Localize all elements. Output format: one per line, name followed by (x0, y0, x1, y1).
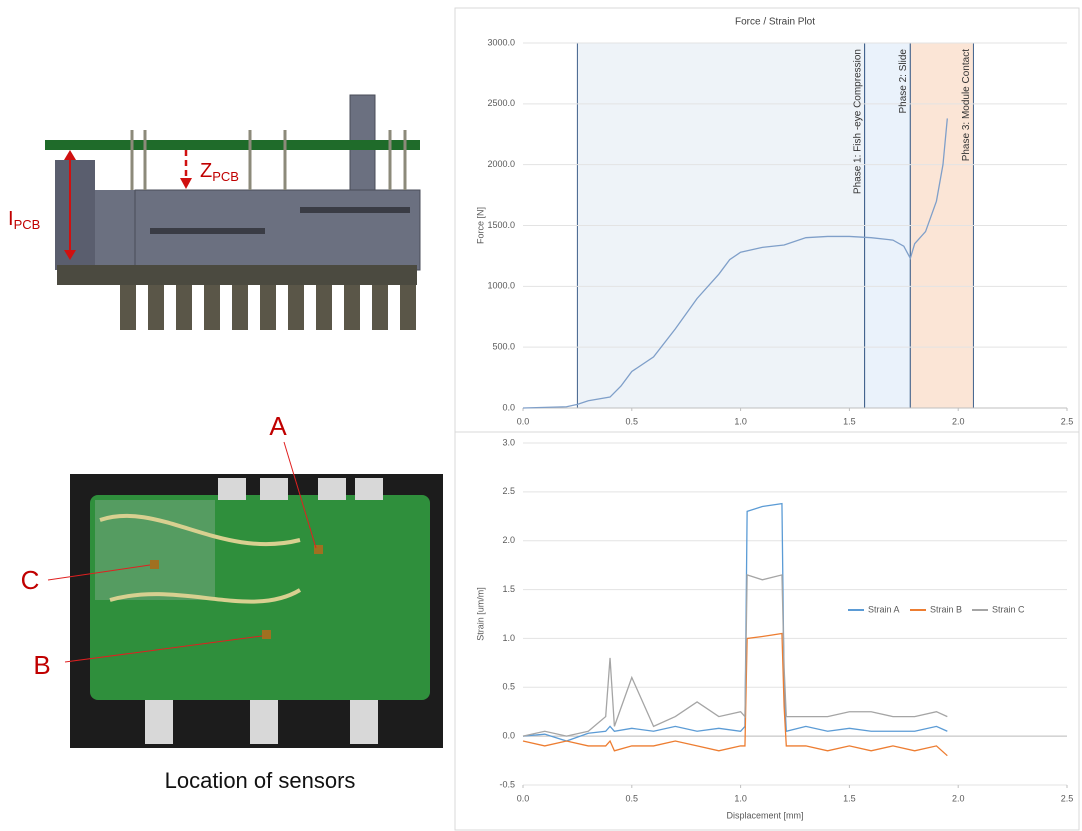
press-pins (130, 130, 407, 190)
housing (95, 190, 135, 270)
chart-frame (454, 431, 1080, 831)
y-tick-label: 500.0 (492, 342, 515, 352)
x-tick-label: 1.5 (843, 416, 856, 426)
x-axis-label: Displacement [mm] (726, 810, 803, 820)
y-tick-label: 0.0 (502, 731, 515, 741)
chart-title: Force / Strain Plot (735, 17, 815, 28)
sensor-label: B (33, 650, 50, 680)
y-tick-label: 2.5 (502, 486, 515, 496)
label-sub: PCB (14, 217, 41, 232)
y-tick-label: 0.5 (502, 682, 515, 692)
pcb (45, 140, 420, 150)
sensor (314, 545, 323, 554)
phase-label: Phase 3: Module Contact (961, 49, 972, 162)
y-tick-label: 1.5 (502, 584, 515, 594)
data-line (522, 574, 948, 737)
y-axis-label: Strain [um/m] (475, 587, 485, 641)
terminals (145, 478, 383, 744)
pcb-diagram: IPCB ZPCB (8, 94, 421, 330)
y-axis-label: Force [N] (475, 207, 485, 244)
sensor (150, 560, 159, 569)
sensor-label: A (269, 411, 287, 441)
x-tick-label: 0.0 (517, 416, 530, 426)
y-tick-label: 2000.0 (487, 159, 515, 169)
phase-label: Phase 1: Fish -eye Compression (852, 49, 863, 194)
x-tick-label: 1.0 (734, 793, 747, 803)
y-tick-label: 3000.0 (487, 37, 515, 47)
legend-label: Strain C (992, 604, 1025, 614)
slot (150, 228, 265, 234)
label-main: I (8, 208, 14, 230)
x-tick-label: 0.5 (626, 416, 639, 426)
sensor-photo: A B C (21, 411, 443, 748)
sensor-label: C (21, 565, 40, 595)
leaders (47, 441, 317, 663)
data-line (522, 632, 948, 757)
data-line (522, 118, 948, 409)
wires (99, 513, 302, 604)
y-tick-label: 1000.0 (487, 281, 515, 291)
y-tick-label: 1500.0 (487, 220, 515, 230)
x-tick-label: 2.5 (1061, 793, 1074, 803)
base (57, 265, 417, 285)
phase-label: Phase 2: Slide (898, 49, 909, 114)
caption: Location of sensors (165, 768, 356, 793)
x-tick-label: 2.0 (952, 416, 965, 426)
legend-label: Strain A (868, 604, 900, 614)
arrow-head (180, 178, 192, 189)
y-tick-label: -0.5 (499, 779, 515, 789)
sensor (262, 630, 271, 639)
x-tick-label: 1.5 (843, 793, 856, 803)
legend-label: Strain B (930, 604, 962, 614)
housing-left (55, 160, 95, 270)
y-tick-label: 2500.0 (487, 98, 515, 108)
y-tick-label: 2.0 (502, 535, 515, 545)
label-main: Z (200, 160, 212, 182)
y-tick-label: 3.0 (502, 437, 515, 447)
x-tick-label: 2.0 (952, 793, 965, 803)
height-label: IPCB (8, 208, 40, 232)
y-tick-label: 1.0 (502, 633, 515, 643)
pins (120, 285, 416, 330)
slot (300, 207, 410, 213)
label-sub: PCB (212, 169, 239, 184)
data-line (522, 502, 948, 742)
travel-label: ZPCB (200, 160, 239, 184)
x-tick-label: 1.0 (734, 416, 747, 426)
y-tick-label: 0.0 (502, 402, 515, 412)
x-tick-label: 0.5 (626, 793, 639, 803)
x-tick-label: 0.0 (517, 793, 530, 803)
x-tick-label: 2.5 (1061, 416, 1074, 426)
